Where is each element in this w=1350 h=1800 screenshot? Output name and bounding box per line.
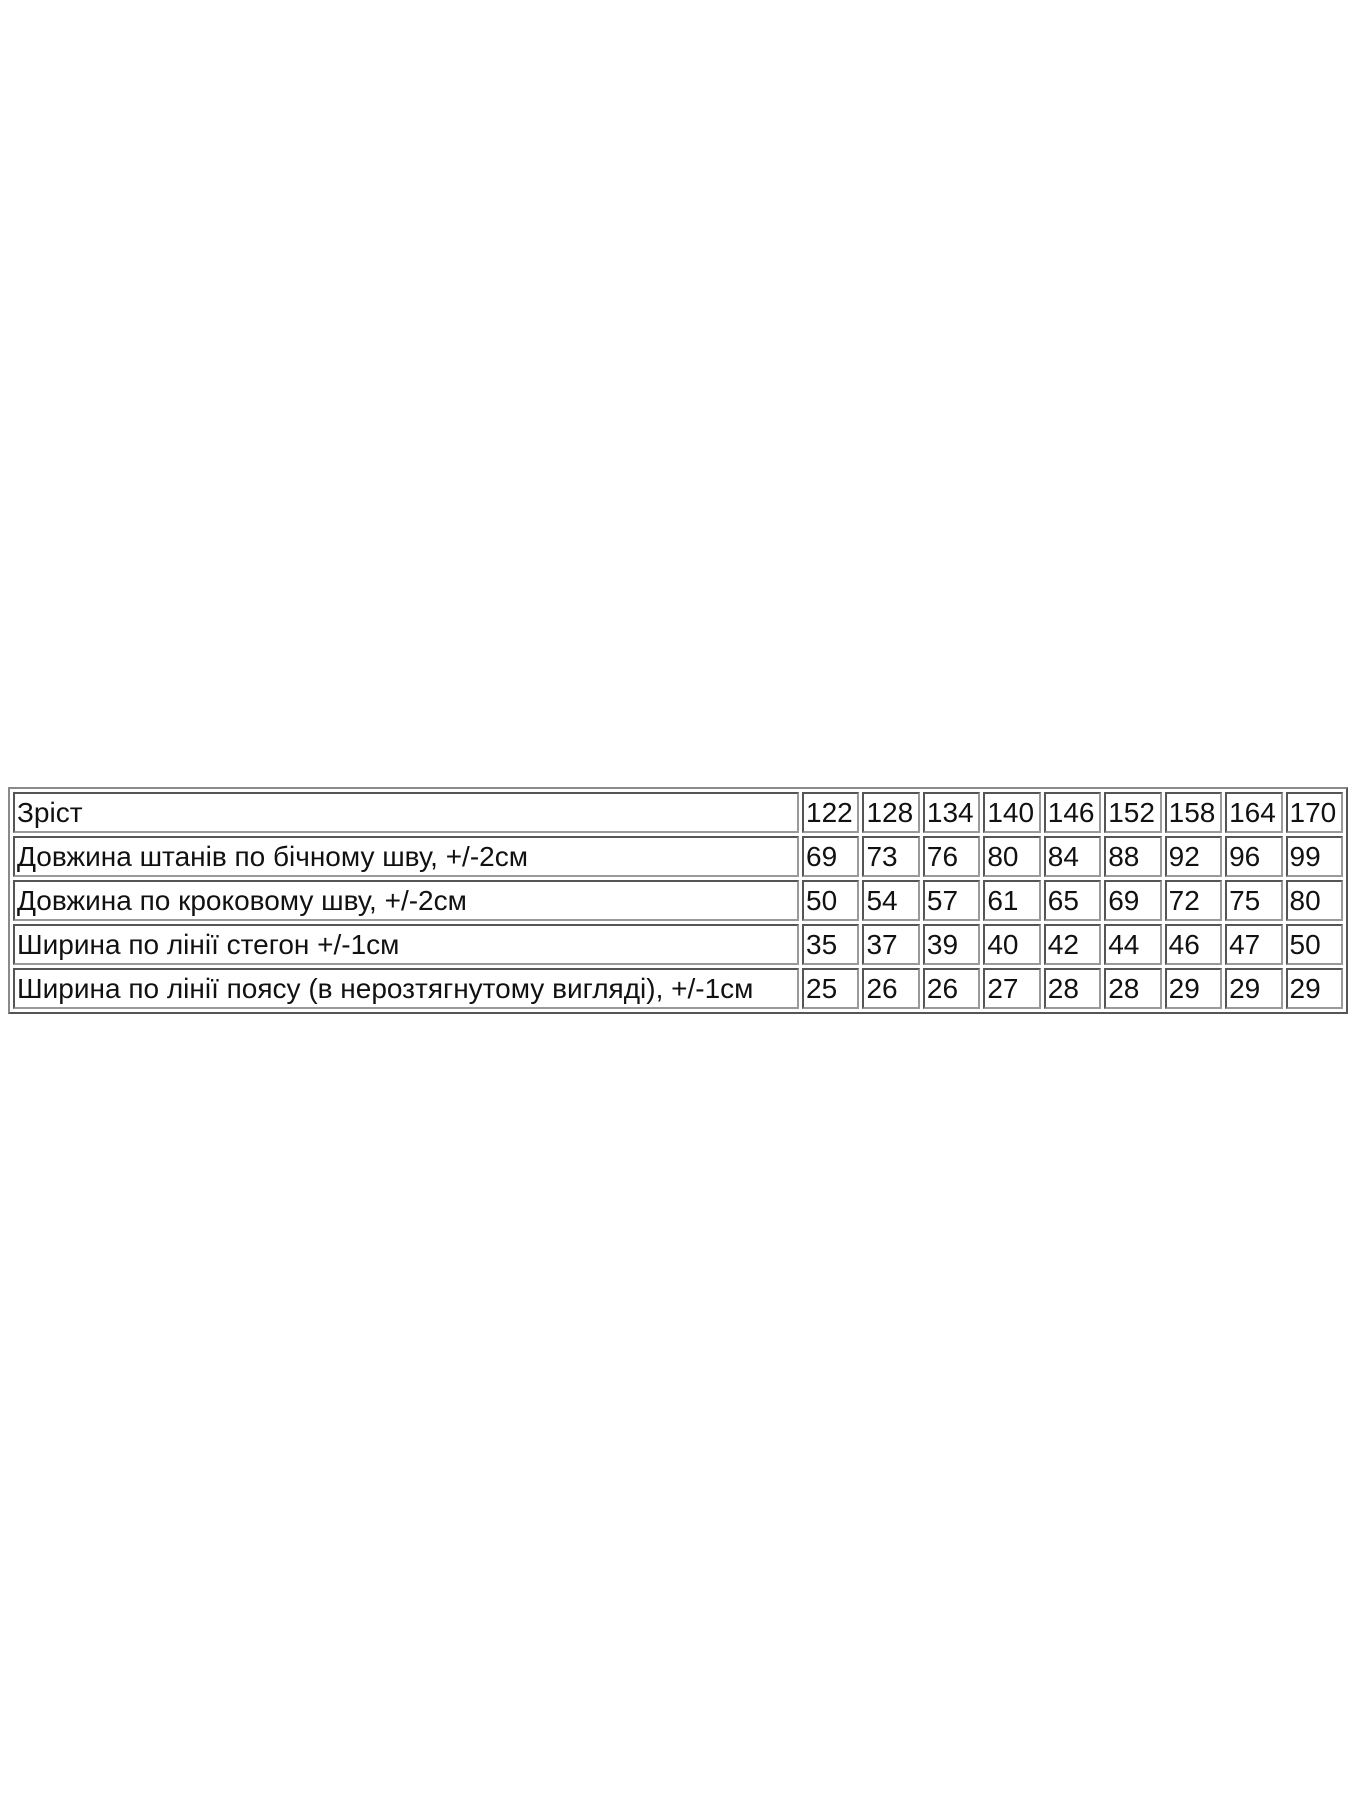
row-label: Ширина по лінії поясу (в нерозтягнутому … [13,968,799,1009]
header-row: Зріст 122 128 134 140 146 152 158 164 170 [13,792,1343,833]
cell-value: 158 [1164,792,1223,833]
table-row: Ширина по лінії стегон +/-1см 35 37 39 40 42 4… [13,924,1343,965]
row-label: Довжина по кроковому шву, +/-2см [13,880,799,921]
cell-value: 140 [983,792,1041,833]
cell-value: 96 [1225,836,1283,877]
table-row: Довжина штанів по бічному шву, +/-2см 69 7… [13,836,1343,877]
size-table: Зріст 122 128 134 140 146 152 158 164 170 Довжина … [8,787,1348,1014]
cell-value: 80 [1285,880,1343,921]
row-label: Зріст [13,792,799,833]
cell-value: 29 [1285,968,1343,1009]
cell-value: 122 [802,792,860,833]
cell-value: 42 [1043,924,1102,965]
cell-value: 99 [1285,836,1343,877]
cell-value: 54 [862,880,920,921]
cell-value: 26 [922,968,981,1009]
cell-value: 39 [922,924,981,965]
table-row: Довжина по кроковому шву, +/-2см 50 54 57 61… [13,880,1343,921]
cell-value: 28 [1104,968,1162,1009]
row-label: Довжина штанів по бічному шву, +/-2см [13,836,799,877]
cell-value: 75 [1225,880,1283,921]
cell-value: 47 [1225,924,1283,965]
cell-value: 28 [1043,968,1102,1009]
cell-value: 152 [1104,792,1162,833]
cell-value: 61 [983,880,1041,921]
cell-value: 65 [1043,880,1102,921]
cell-value: 164 [1225,792,1283,833]
cell-value: 73 [862,836,920,877]
cell-value: 80 [983,836,1041,877]
cell-value: 29 [1225,968,1283,1009]
cell-value: 44 [1104,924,1162,965]
cell-value: 26 [862,968,920,1009]
cell-value: 170 [1285,792,1343,833]
cell-value: 27 [983,968,1041,1009]
cell-value: 72 [1164,880,1223,921]
cell-value: 69 [802,836,860,877]
cell-value: 46 [1164,924,1223,965]
cell-value: 92 [1164,836,1223,877]
cell-value: 35 [802,924,860,965]
cell-value: 146 [1043,792,1102,833]
cell-value: 88 [1104,836,1162,877]
cell-value: 76 [922,836,981,877]
cell-value: 84 [1043,836,1102,877]
cell-value: 37 [862,924,920,965]
cell-value: 128 [862,792,920,833]
cell-value: 50 [802,880,860,921]
cell-value: 69 [1104,880,1162,921]
cell-value: 134 [922,792,981,833]
cell-value: 57 [922,880,981,921]
cell-value: 25 [802,968,860,1009]
cell-value: 50 [1285,924,1343,965]
cell-value: 40 [983,924,1041,965]
row-label: Ширина по лінії стегон +/-1см [13,924,799,965]
table-row: Ширина по лінії поясу (в нерозтягнутому … [13,968,1343,1009]
cell-value: 29 [1164,968,1223,1009]
